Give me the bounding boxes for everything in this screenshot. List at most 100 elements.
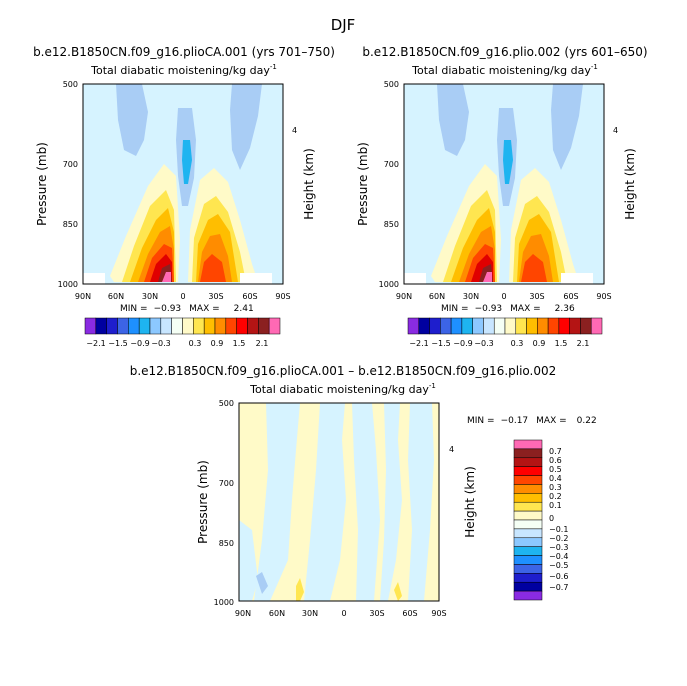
- colorbar-swatch: [407, 317, 420, 335]
- panel-2-colorbar-label: −1.5: [431, 339, 450, 348]
- panel-3-colorbar-label: −0.4: [549, 552, 568, 561]
- colorbar-swatch: [128, 317, 140, 335]
- colorbar-swatch: [193, 317, 205, 335]
- colorbar-swatch: [117, 317, 129, 335]
- colorbar-swatch: [429, 317, 441, 335]
- colorbar-swatch: [513, 493, 543, 503]
- colorbar-swatch: [513, 590, 543, 601]
- panel-3-colorbar-label: −0.1: [549, 525, 568, 534]
- panel-1-contour-cool-right: [230, 84, 262, 170]
- panel-3-colorbar-label: 0.7: [549, 447, 562, 456]
- panel-3-ylabel: Pressure (mb): [196, 460, 210, 544]
- panel-3-xtick: 30S: [369, 609, 384, 618]
- panel-3-colorbar-label: −0.5: [549, 561, 568, 570]
- colorbar-swatch: [569, 317, 581, 335]
- panel-3-plot: [238, 402, 440, 602]
- panel-1-colorbar-label: −0.9: [130, 339, 149, 348]
- panel-2-right-tick: 4: [613, 126, 618, 135]
- panel-1-xtick: 60S: [242, 292, 257, 301]
- panel-2-x-ticks: 90N 60N 30N 0 30S 60S 90S: [396, 292, 612, 301]
- panel-3-contour-neg-2: [304, 403, 346, 601]
- colorbar-swatch: [483, 317, 495, 335]
- panel-3-colorbar-label: 0.6: [549, 456, 562, 465]
- panel-3-colorbar-label: 0.2: [549, 492, 562, 501]
- panel-1-title: b.e12.B1850CN.f09_g16.plioCA.001 (yrs 70…: [33, 45, 335, 59]
- panel-3-contour-neg-1: [254, 403, 300, 601]
- panel-1-surface-mask-right: [240, 273, 272, 284]
- colorbar-swatch: [247, 317, 259, 335]
- colorbar-swatch: [258, 317, 270, 335]
- panel-3-contour-neg-3: [352, 403, 380, 601]
- colorbar-swatch: [513, 537, 543, 547]
- panel-3-ytick: 700: [219, 479, 234, 488]
- colorbar-swatch: [236, 317, 248, 335]
- colorbar-swatch: [513, 546, 543, 556]
- colorbar-swatch: [225, 317, 237, 335]
- panel-3-contour-pos-1: [296, 578, 304, 601]
- panel-2-y-ticks: 500 700 850 1000: [379, 80, 399, 289]
- panel-2-xtick: 30N: [463, 292, 479, 301]
- colorbar-swatch: [203, 317, 216, 335]
- panel-1-colorbar-label: 0.3: [189, 339, 202, 348]
- panel-3-x-ticks: 90N 60N 30N 0 30S 60S 90S: [235, 609, 447, 618]
- colorbar-swatch: [547, 317, 560, 335]
- colorbar-swatch: [450, 317, 463, 335]
- colorbar-swatch: [440, 317, 452, 335]
- panel-2-ytick: 700: [384, 160, 399, 169]
- panel-3-y-ticks: 500 700 850 1000: [214, 399, 234, 607]
- panel-3-colorbar-label: −0.2: [549, 534, 568, 543]
- panel-3-colorbar: [513, 439, 543, 601]
- panel-1-xtick: 0: [180, 292, 185, 301]
- panel-2-ylabel-right: Height (km): [623, 148, 637, 219]
- panel-1-colorbar-label: 0.9: [211, 339, 224, 348]
- panel-3-xtick: 60N: [269, 609, 285, 618]
- panel-3-colorbar-labels: 0.7 0.6 0.5 0.4 0.3 0.2 0.1 0 −0.1 −0.2 …: [549, 447, 568, 592]
- colorbar-swatch: [513, 519, 543, 530]
- panel-3-right-tick: 4: [449, 445, 454, 454]
- colorbar-swatch: [513, 466, 543, 476]
- colorbar-swatch: [513, 510, 543, 521]
- panel-1-colorbar-label: −2.1: [86, 339, 105, 348]
- colorbar-swatch: [461, 317, 473, 335]
- panel-3-ytick: 1000: [214, 598, 234, 607]
- panel-1-surface-mask: [83, 273, 105, 284]
- colorbar-swatch: [138, 317, 151, 335]
- panel-3-xtick: 90S: [431, 609, 446, 618]
- panel-1-frame: [82, 83, 284, 285]
- panel-1-colorbar-label: −1.5: [108, 339, 127, 348]
- panel-2-xtick: 0: [501, 292, 506, 301]
- panel-3-contour-neg-7: [256, 572, 268, 594]
- panel-1-contour-warm-13: [162, 272, 171, 282]
- panel-1-y-ticks: 500 700 850 1000: [58, 80, 78, 289]
- panel-3-colorbar-label: 0: [549, 514, 554, 523]
- colorbar-swatch: [580, 317, 592, 335]
- panel-1-ylabel-right: Height (km): [302, 148, 316, 219]
- colorbar-swatch: [149, 317, 162, 335]
- colorbar-swatch: [268, 317, 281, 335]
- panel-1-ytick: 500: [63, 80, 78, 89]
- panel-2-ylabel: Pressure (mb): [356, 142, 370, 226]
- panel-2-ytick: 850: [384, 220, 399, 229]
- colorbar-swatch: [472, 317, 484, 335]
- panel-2-colorbar-label: −0.3: [474, 339, 493, 348]
- panel-2-ytick: 1000: [379, 280, 399, 289]
- panel-3-colorbar-label: −0.7: [549, 583, 568, 592]
- panel-2: b.e12.B1850CN.f09_g16.plio.002 (yrs 601–…: [356, 45, 648, 348]
- colorbar-swatch: [214, 317, 227, 335]
- panel-3-contour-neg-5: [408, 403, 434, 601]
- panel-1-xtick: 30S: [208, 292, 223, 301]
- colorbar-swatch: [513, 484, 543, 494]
- panel-2-colorbar-label: −0.9: [453, 339, 472, 348]
- panel-3-frame: [238, 402, 440, 602]
- panel-2-colorbar-label: 1.5: [555, 339, 568, 348]
- panel-2-contour-cool-left: [437, 84, 469, 156]
- panel-1-xtick: 30N: [142, 292, 158, 301]
- panel-1-ytick: 850: [63, 220, 78, 229]
- colorbar-swatch: [106, 317, 118, 335]
- panel-2-colorbar-label: 0.3: [511, 339, 524, 348]
- panel-3-xtick: 90N: [235, 609, 251, 618]
- panel-3-colorbar-label: 0.1: [549, 501, 562, 510]
- colorbar-swatch: [84, 317, 97, 335]
- panel-3-xtick: 0: [341, 609, 346, 618]
- panel-2-colorbar-label: 2.1: [577, 339, 590, 348]
